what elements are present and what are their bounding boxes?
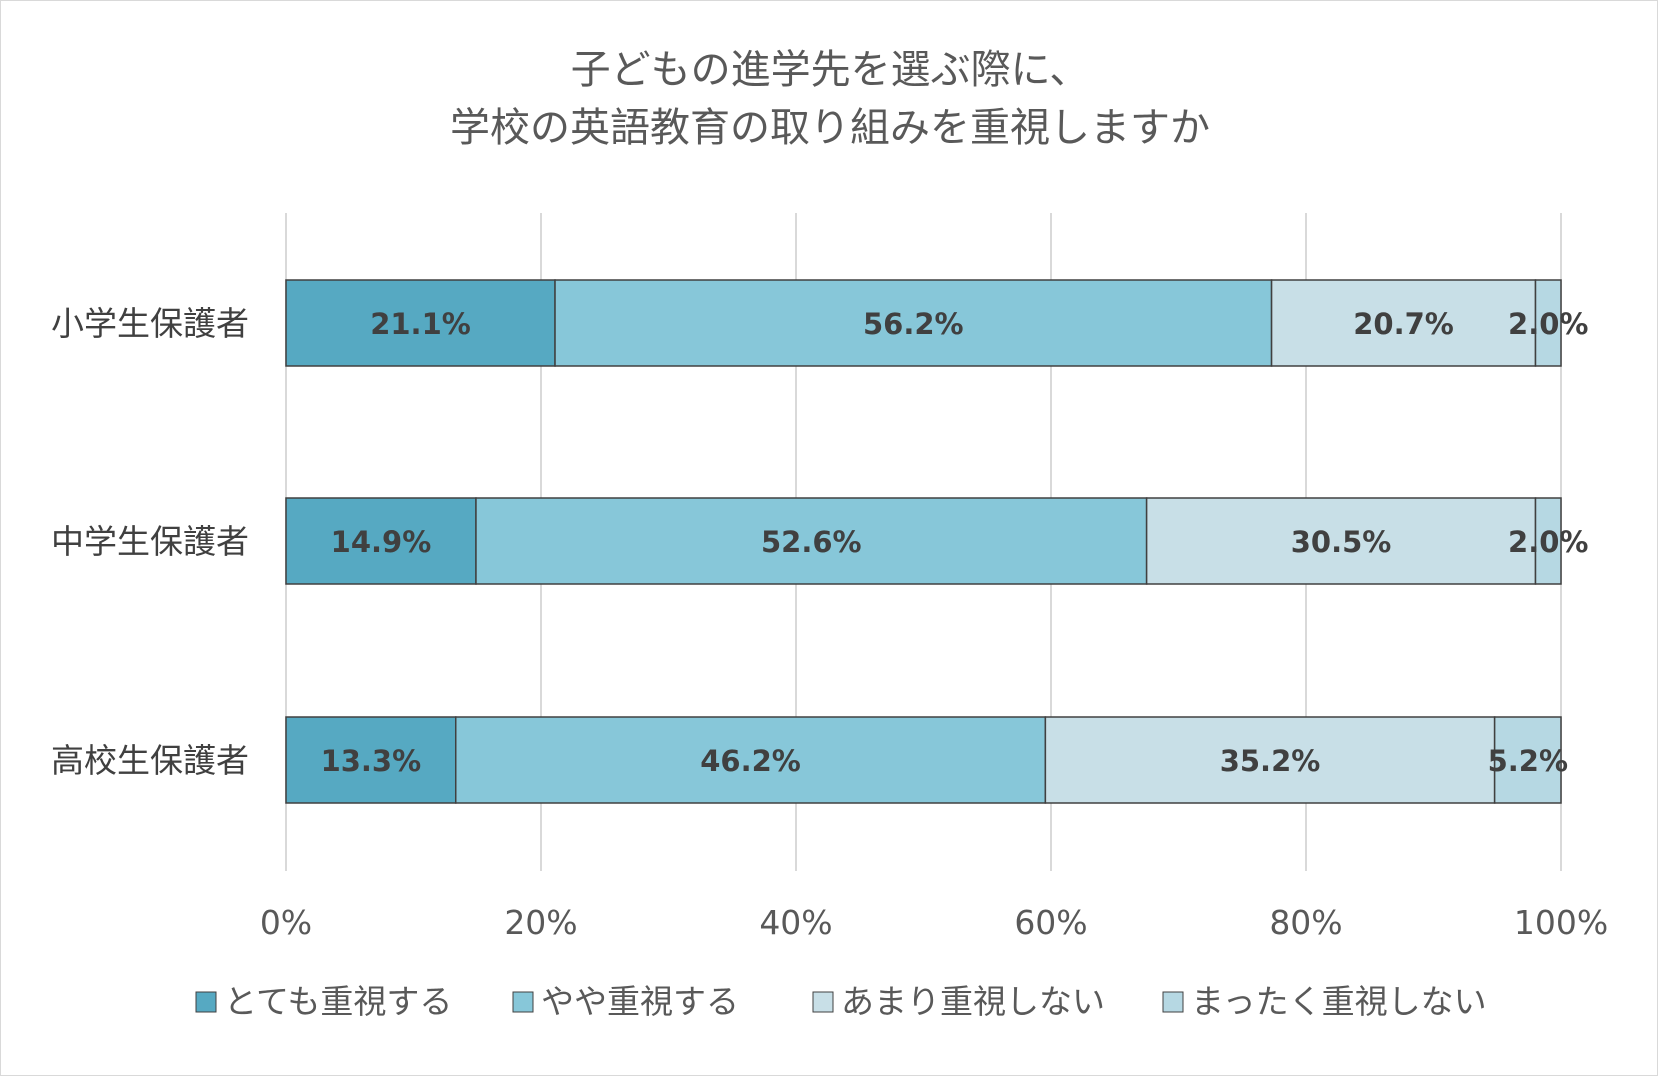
bar-segment: [454, 716, 1047, 804]
bar-segment: [285, 497, 477, 585]
data-label: 14.9%: [331, 525, 432, 559]
data-label: 5.2%: [1488, 744, 1568, 778]
bars: [285, 279, 1562, 804]
bar-segment: [1534, 279, 1562, 367]
data-label: 13.3%: [321, 744, 422, 778]
data-label: 21.1%: [370, 307, 471, 341]
bar-segment: [1493, 716, 1562, 804]
x-tick-label: 20%: [504, 903, 577, 942]
chart-title-line-2: 学校の英語教育の取り組みを重視しますか: [450, 105, 1210, 151]
value-axis: 0% 20% 40% 60% 80% 100%: [260, 903, 1608, 942]
data-label: 46.2%: [700, 744, 801, 778]
chart-title: 子どもの進学先を選ぶ際に、 学校の英語教育の取り組みを重視しますか: [450, 47, 1210, 151]
bar-segment: [475, 497, 1148, 585]
data-labels: 21.1% 56.2% 20.7% 2.0% 14.9% 52.6% 30.5% 2.0% 13…: [321, 307, 1589, 778]
data-label: 2.0%: [1508, 525, 1588, 559]
legend-label: やや重視する: [541, 982, 739, 1021]
category-label: 高校生保護者: [51, 741, 249, 780]
bar-segment: [285, 279, 556, 367]
x-tick-label: 80%: [1269, 903, 1342, 942]
data-label: 30.5%: [1291, 525, 1392, 559]
bar-segment: [285, 716, 457, 804]
legend-swatch: [1162, 991, 1184, 1013]
bar-segment: [1044, 716, 1496, 804]
legend-swatch: [512, 991, 534, 1013]
data-label: 20.7%: [1353, 307, 1454, 341]
legend-label: まったく重視しない: [1191, 982, 1487, 1021]
legend-swatch: [195, 991, 217, 1013]
bar-segment: [1145, 497, 1537, 585]
bar-segment: [1534, 497, 1562, 585]
x-tick-label: 0%: [260, 903, 312, 942]
x-tick-label: 40%: [759, 903, 832, 942]
category-label: 小学生保護者: [51, 304, 249, 343]
data-label: 2.0%: [1508, 307, 1588, 341]
x-tick-label: 100%: [1514, 903, 1608, 942]
legend-swatch: [812, 991, 834, 1013]
legend: とても重視する やや重視する あまり重視しない まったく重視しない: [195, 982, 1487, 1021]
x-tick-label: 60%: [1014, 903, 1087, 942]
legend-label: とても重視する: [224, 982, 452, 1021]
data-label: 56.2%: [863, 307, 964, 341]
data-label: 35.2%: [1220, 744, 1321, 778]
legend-label: あまり重視しない: [841, 982, 1105, 1021]
category-label: 中学生保護者: [51, 522, 249, 561]
chart-title-line-1: 子どもの進学先を選ぶ際に、: [571, 47, 1090, 93]
data-label: 52.6%: [761, 525, 862, 559]
